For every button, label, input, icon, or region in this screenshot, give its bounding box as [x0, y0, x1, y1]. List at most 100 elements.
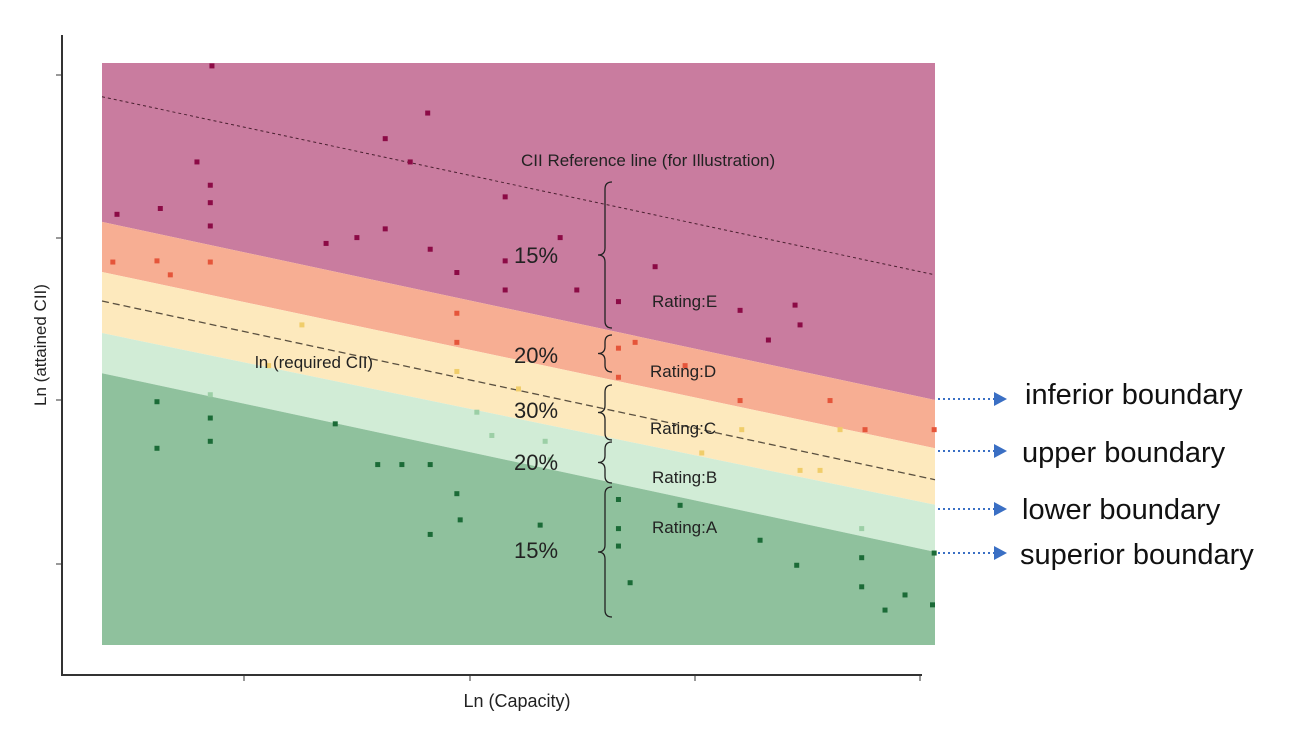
arrow-right-icon	[994, 392, 1007, 406]
data-point	[454, 270, 460, 276]
data-point	[114, 211, 120, 217]
data-point	[765, 337, 771, 343]
data-point	[699, 450, 705, 456]
superior-boundary-label: superior boundary	[1020, 539, 1254, 571]
percent-d: 20%	[514, 343, 558, 368]
band-a	[102, 373, 935, 645]
data-point	[425, 110, 431, 116]
data-point	[454, 491, 460, 497]
brace-a	[597, 486, 613, 618]
required-cii-line	[101, 300, 936, 481]
data-point	[677, 502, 683, 508]
data-point	[797, 322, 803, 328]
brace-c	[597, 384, 613, 441]
data-point	[574, 287, 580, 293]
percent-e: 15%	[514, 243, 558, 268]
data-points	[110, 63, 937, 613]
data-point	[757, 537, 763, 543]
data-point	[154, 258, 160, 264]
data-point	[557, 235, 563, 241]
x-axis-label: Ln (Capacity)	[463, 691, 570, 711]
rating-a-label: Rating:A	[652, 518, 718, 537]
brace-b	[597, 441, 613, 484]
arrow-right-icon	[994, 444, 1007, 458]
lower-boundary-label: lower boundary	[1022, 494, 1221, 526]
data-point	[154, 399, 160, 405]
data-point	[474, 409, 480, 415]
inferior-boundary-label: inferior boundary	[1025, 379, 1243, 411]
reference-line-label: CII Reference line (for Illustration)	[521, 151, 775, 170]
rating-e-label: Rating:E	[652, 292, 717, 311]
band-e	[102, 63, 935, 400]
data-point	[882, 607, 888, 613]
data-point	[615, 526, 621, 532]
data-point	[516, 386, 521, 392]
data-point	[902, 592, 908, 598]
data-point	[354, 235, 360, 241]
axes: Ln (Capacity) Ln (attained CII)	[31, 35, 922, 711]
data-point	[837, 427, 843, 433]
data-point	[207, 182, 213, 188]
data-point	[382, 136, 388, 142]
percent-c: 30%	[514, 398, 558, 423]
data-point	[792, 302, 798, 308]
data-point	[207, 438, 213, 444]
data-point	[827, 398, 833, 404]
data-point	[627, 580, 633, 586]
data-point	[931, 427, 937, 433]
data-point	[502, 287, 508, 293]
data-point	[615, 543, 621, 549]
rating-b-label: Rating:B	[652, 468, 717, 487]
data-point	[299, 322, 305, 328]
data-point	[737, 398, 743, 404]
data-point	[209, 63, 215, 69]
percent-a: 15%	[514, 538, 558, 563]
data-point	[537, 522, 543, 528]
data-point	[652, 264, 658, 270]
data-point	[154, 445, 160, 451]
data-point	[931, 550, 937, 556]
data-point	[859, 584, 865, 590]
data-point	[382, 226, 388, 232]
data-point	[615, 345, 621, 351]
percent-b: 20%	[514, 450, 558, 475]
required-line-label: ln (required CII)	[255, 353, 373, 372]
data-point	[859, 526, 865, 532]
data-point	[266, 363, 272, 369]
data-point	[930, 602, 936, 608]
data-point	[862, 427, 868, 433]
percent-labels: 15% 20% 30% 20% 15%	[514, 243, 558, 563]
data-point	[682, 363, 688, 369]
data-point	[454, 339, 460, 345]
data-point	[797, 467, 803, 473]
data-point	[427, 246, 433, 252]
data-point	[739, 427, 745, 433]
data-point	[489, 432, 495, 438]
data-point	[110, 259, 116, 265]
arrow-right-icon	[994, 502, 1007, 516]
data-point	[207, 392, 213, 398]
upper-boundary-label: upper boundary	[1022, 437, 1226, 469]
data-point	[375, 462, 381, 468]
data-point	[454, 310, 460, 316]
cii-reference-line	[101, 96, 936, 276]
band-braces	[597, 181, 613, 618]
band-b	[102, 333, 935, 552]
data-point	[542, 438, 548, 444]
data-point	[167, 272, 173, 278]
data-point	[194, 159, 200, 165]
data-point	[737, 307, 743, 313]
data-point	[547, 457, 553, 463]
arrow-right-icon	[994, 546, 1007, 560]
y-axis-label: Ln (attained CII)	[31, 284, 50, 406]
rating-d-label: Rating:D	[650, 362, 716, 381]
data-point	[502, 258, 508, 264]
data-point	[207, 415, 213, 421]
data-point	[323, 240, 329, 246]
data-point	[615, 497, 621, 502]
data-point	[454, 368, 460, 374]
data-point	[207, 200, 213, 206]
data-point	[399, 462, 405, 468]
rating-labels: Rating:E Rating:D Rating:C Rating:B Rati…	[650, 292, 718, 537]
